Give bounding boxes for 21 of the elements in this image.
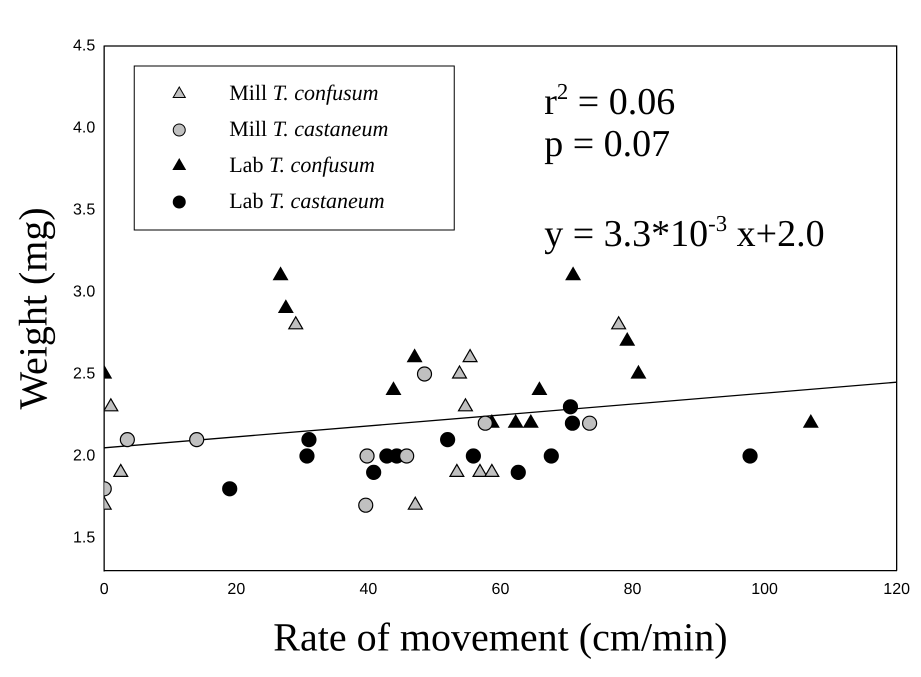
- legend-label: Mill T. castaneum: [229, 116, 388, 141]
- y-tick-label: 4.5: [72, 37, 96, 54]
- x-tick-label: 20: [227, 580, 246, 598]
- y-tick-label: 2.5: [72, 365, 96, 382]
- x-tick-label: 80: [624, 580, 642, 598]
- x-tick-label: 120: [883, 580, 910, 598]
- x-tick-label: 40: [359, 580, 378, 598]
- y-tick-label: 2.0: [72, 447, 96, 464]
- x-tick-label: 0: [100, 580, 109, 598]
- y-tick-label: 3.5: [72, 201, 96, 218]
- y-tick-label: 4.0: [72, 119, 96, 136]
- annotation: p = 0.07: [544, 123, 670, 165]
- legend-label: Lab T. castaneum: [229, 188, 385, 213]
- x-tick-label: 60: [492, 580, 510, 598]
- legend-label: Lab T. confusum: [229, 152, 375, 177]
- y-axis-title: Weight (mg): [10, 207, 56, 410]
- x-tick-label: 100: [751, 580, 778, 598]
- y-tick-label: 1.5: [72, 529, 96, 546]
- y-tick-label: 3.0: [72, 283, 96, 300]
- x-axis-title: Rate of movement (cm/min): [273, 614, 728, 660]
- legend-label: Mill T. confusum: [229, 80, 379, 105]
